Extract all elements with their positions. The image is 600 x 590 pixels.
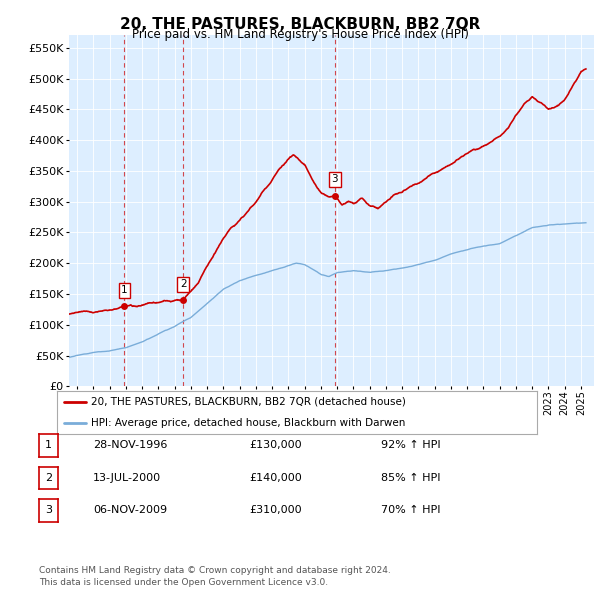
Text: HPI: Average price, detached house, Blackburn with Darwen: HPI: Average price, detached house, Blac… — [91, 418, 405, 428]
Text: 20, THE PASTURES, BLACKBURN, BB2 7QR: 20, THE PASTURES, BLACKBURN, BB2 7QR — [120, 17, 480, 31]
Text: £130,000: £130,000 — [249, 441, 302, 450]
Text: 13-JUL-2000: 13-JUL-2000 — [93, 473, 161, 483]
Text: 70% ↑ HPI: 70% ↑ HPI — [381, 506, 440, 515]
Text: 20, THE PASTURES, BLACKBURN, BB2 7QR (detached house): 20, THE PASTURES, BLACKBURN, BB2 7QR (de… — [91, 397, 406, 407]
Text: £140,000: £140,000 — [249, 473, 302, 483]
Text: 1: 1 — [121, 286, 128, 296]
Text: Price paid vs. HM Land Registry's House Price Index (HPI): Price paid vs. HM Land Registry's House … — [131, 28, 469, 41]
Text: 3: 3 — [45, 506, 52, 515]
Text: 1: 1 — [45, 441, 52, 450]
Text: 2: 2 — [45, 473, 52, 483]
Text: Contains HM Land Registry data © Crown copyright and database right 2024.
This d: Contains HM Land Registry data © Crown c… — [39, 566, 391, 587]
Text: 06-NOV-2009: 06-NOV-2009 — [93, 506, 167, 515]
Text: 85% ↑ HPI: 85% ↑ HPI — [381, 473, 440, 483]
Text: 92% ↑ HPI: 92% ↑ HPI — [381, 441, 440, 450]
Text: 2: 2 — [180, 279, 187, 289]
Text: £310,000: £310,000 — [249, 506, 302, 515]
Text: 28-NOV-1996: 28-NOV-1996 — [93, 441, 167, 450]
Text: 3: 3 — [331, 175, 338, 185]
